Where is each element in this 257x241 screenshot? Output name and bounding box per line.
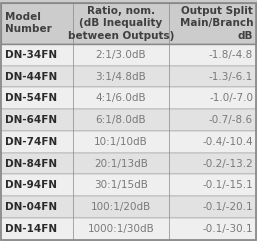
Text: DN-44FN: DN-44FN	[5, 72, 58, 82]
Text: DN-54FN: DN-54FN	[5, 93, 57, 103]
Text: DN-74FN: DN-74FN	[5, 137, 58, 147]
Text: -0.4/-10.4: -0.4/-10.4	[203, 137, 253, 147]
Text: DN-14FN: DN-14FN	[5, 224, 57, 234]
Text: Ratio, nom.
(dB Inequality
between Outputs): Ratio, nom. (dB Inequality between Outpu…	[68, 6, 174, 41]
Bar	[1, 218, 256, 240]
Text: DN-34FN: DN-34FN	[5, 50, 57, 60]
Text: 2:1/3.0dB: 2:1/3.0dB	[96, 50, 146, 60]
Text: 20:1/13dB: 20:1/13dB	[94, 159, 148, 168]
Text: DN-84FN: DN-84FN	[5, 159, 57, 168]
Bar	[1, 66, 256, 87]
Text: -0.1/-30.1: -0.1/-30.1	[203, 224, 253, 234]
Text: 100:1/20dB: 100:1/20dB	[91, 202, 151, 212]
Text: Output Split
Main/Branch
dB: Output Split Main/Branch dB	[180, 6, 253, 41]
Text: -0.2/-13.2: -0.2/-13.2	[202, 159, 253, 168]
Text: -1.3/-6.1: -1.3/-6.1	[209, 72, 253, 82]
Text: 6:1/8.0dB: 6:1/8.0dB	[96, 115, 146, 125]
Text: -0.1/-20.1: -0.1/-20.1	[203, 202, 253, 212]
Text: 30:1/15dB: 30:1/15dB	[94, 180, 148, 190]
Text: Model
Number: Model Number	[5, 12, 52, 34]
Bar	[1, 109, 256, 131]
Text: -0.1/-15.1: -0.1/-15.1	[202, 180, 253, 190]
Text: -1.0/-7.0: -1.0/-7.0	[209, 93, 253, 103]
Text: 10:1/10dB: 10:1/10dB	[94, 137, 148, 147]
Bar	[1, 3, 256, 44]
Text: 3:1/4.8dB: 3:1/4.8dB	[96, 72, 146, 82]
Bar	[1, 87, 256, 109]
Text: DN-64FN: DN-64FN	[5, 115, 57, 125]
Bar	[1, 44, 256, 66]
Text: 1000:1/30dB: 1000:1/30dB	[87, 224, 154, 234]
Text: DN-94FN: DN-94FN	[5, 180, 57, 190]
Bar	[1, 153, 256, 174]
Bar	[1, 196, 256, 218]
Text: DN-04FN: DN-04FN	[5, 202, 57, 212]
Bar	[1, 131, 256, 153]
Text: -1.8/-4.8: -1.8/-4.8	[209, 50, 253, 60]
Bar	[1, 174, 256, 196]
Text: -0.7/-8.6: -0.7/-8.6	[209, 115, 253, 125]
Text: 4:1/6.0dB: 4:1/6.0dB	[96, 93, 146, 103]
